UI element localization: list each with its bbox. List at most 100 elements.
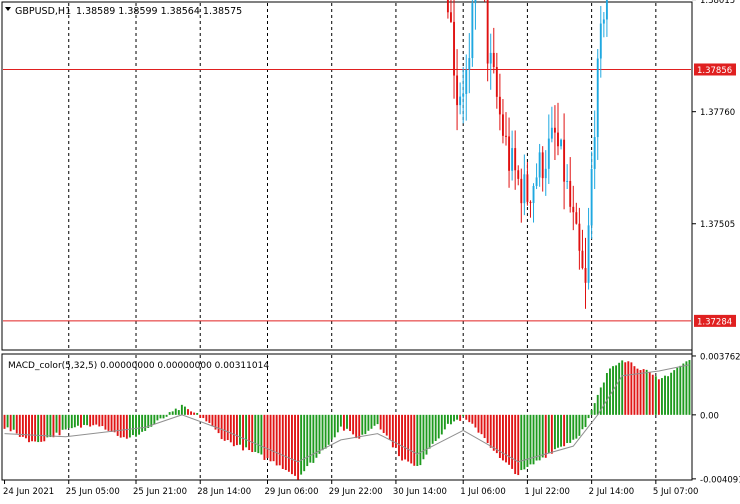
macd-bar	[422, 414, 425, 460]
ohlc-label: 1.38589 1.38599 1.38564 1.38575	[76, 6, 242, 17]
macd-bar	[529, 414, 532, 465]
level-label: 1.37284	[697, 317, 732, 327]
candle-body	[593, 137, 596, 169]
candle-body	[501, 114, 504, 136]
macd-bar	[609, 368, 611, 415]
macd-bar	[434, 414, 437, 442]
candle-body	[553, 127, 556, 133]
macd-bar	[128, 414, 131, 438]
macd-bar	[287, 414, 290, 472]
macd-bar	[52, 414, 55, 438]
macd-bar	[49, 414, 52, 438]
macd-bar	[168, 412, 171, 415]
macd-bar	[404, 414, 407, 460]
macd-bar	[300, 414, 303, 475]
candle-body	[550, 127, 553, 139]
macd-bar	[67, 414, 70, 428]
macd-bar	[602, 382, 605, 415]
candle-body	[453, 21, 455, 76]
macd-bar	[465, 414, 468, 420]
macd-bar	[682, 363, 685, 415]
macd-bar	[55, 414, 58, 433]
macd-bar	[664, 375, 666, 415]
candlesticks	[446, 0, 608, 309]
macd-bar	[486, 414, 489, 444]
macd-bar	[220, 414, 223, 440]
macd-bar	[312, 414, 315, 463]
macd-bar	[3, 414, 6, 429]
macd-bar	[125, 414, 128, 439]
price-pane[interactable]	[1, 1, 693, 351]
macd-bar	[263, 414, 266, 460]
macd-bar	[388, 414, 391, 440]
macd-bar	[202, 414, 205, 419]
macd-bar	[673, 370, 676, 415]
macd-bar	[517, 414, 520, 476]
macd-bar	[272, 414, 275, 462]
macd-bar	[483, 414, 486, 439]
candle-body	[557, 132, 559, 147]
macd-bar	[679, 365, 682, 415]
macd-bar	[505, 414, 507, 463]
macd-bar	[83, 414, 85, 425]
candle-body	[569, 180, 572, 207]
macd-bar	[621, 360, 624, 415]
candle-body	[532, 185, 535, 204]
macd-bar	[275, 414, 278, 466]
macd-bar	[284, 414, 287, 471]
macd-bar	[651, 374, 654, 415]
macd-bar	[541, 414, 544, 458]
macd-bar	[553, 414, 556, 450]
macd-bar	[34, 414, 37, 442]
macd-bar	[242, 414, 244, 451]
candle-body	[505, 135, 507, 137]
macd-bar	[187, 409, 189, 415]
macd-bar	[526, 414, 529, 467]
candle-body	[462, 93, 465, 97]
macd-bar	[223, 414, 226, 441]
candle-body	[563, 139, 566, 182]
macd-bar	[318, 414, 321, 454]
macd-bar	[413, 414, 416, 466]
macd-bar	[593, 403, 596, 415]
macd-bar	[398, 414, 400, 457]
macd-tick-label: -0.00409107	[700, 475, 740, 485]
macd-bar	[12, 414, 15, 430]
macd-bar	[498, 414, 501, 458]
macd-bar	[520, 414, 523, 471]
macd-bar	[180, 404, 183, 415]
macd-bar	[566, 414, 569, 444]
collapse-triangle-icon[interactable]	[5, 7, 11, 11]
macd-bar	[569, 414, 572, 443]
macd-bar	[199, 414, 202, 418]
macd-bar	[379, 414, 382, 430]
candle-body	[456, 75, 459, 106]
macd-bar	[349, 414, 352, 432]
macd-bar	[624, 362, 627, 415]
macd-bar	[31, 414, 33, 442]
macd-bar	[364, 414, 367, 435]
macd-bar	[639, 370, 642, 415]
macd-bar	[147, 414, 150, 428]
macd-bar	[141, 414, 144, 432]
macd-bar	[440, 414, 443, 435]
macd-bar	[6, 414, 9, 428]
macd-bar	[104, 414, 107, 430]
macd-bar	[605, 373, 608, 415]
macd-bar	[501, 414, 504, 461]
macd-bar	[40, 414, 43, 442]
macd-bar	[70, 414, 73, 429]
candle-body	[547, 138, 550, 169]
macd-bar	[193, 412, 196, 415]
candle-body	[495, 67, 498, 97]
macd-bar	[645, 369, 648, 415]
macd-bar	[266, 414, 269, 459]
macd-bar	[654, 376, 657, 415]
macd-bar	[361, 414, 364, 435]
macd-bar	[367, 414, 370, 431]
macd-bar	[132, 414, 134, 436]
macd-bar	[468, 414, 471, 423]
macd-bar	[450, 414, 452, 425]
